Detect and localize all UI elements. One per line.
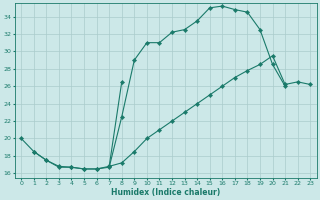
X-axis label: Humidex (Indice chaleur): Humidex (Indice chaleur) (111, 188, 220, 197)
